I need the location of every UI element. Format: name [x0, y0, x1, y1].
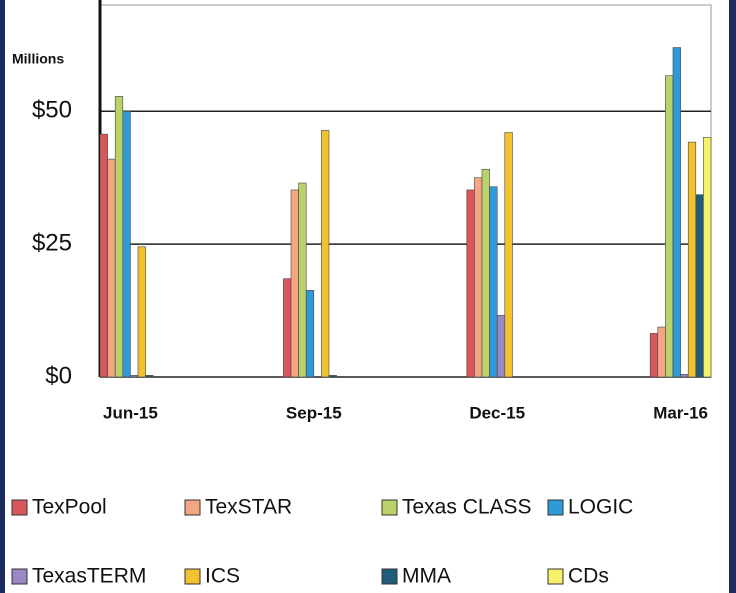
bar [496, 315, 506, 378]
bar [283, 278, 292, 378]
bar [504, 132, 513, 378]
legend-swatch [184, 568, 201, 585]
legend-swatch [184, 499, 201, 516]
legend-swatch [11, 499, 28, 516]
legend-swatch [381, 499, 398, 516]
bar [695, 194, 704, 378]
bar [305, 290, 315, 378]
frame-left [0, 0, 5, 593]
y-tick-label: $50 [32, 97, 72, 124]
bar [680, 374, 689, 378]
x-tick-label: Jun-15 [103, 403, 158, 422]
bar [107, 158, 116, 378]
legend-swatch [381, 568, 398, 585]
frame-right [729, 0, 736, 593]
bar [657, 326, 666, 378]
legend-label: TexasTERM [32, 565, 146, 588]
bar [137, 246, 146, 378]
legend-label: TexSTAR [205, 496, 292, 519]
bar [649, 333, 659, 378]
bar [99, 133, 108, 378]
x-tick-label: Sep-15 [286, 403, 342, 422]
legend-swatch [547, 499, 564, 516]
legend-swatch [547, 568, 564, 585]
legend-label: CDs [568, 565, 609, 588]
legend-label: Texas CLASS [402, 496, 532, 519]
bar [466, 189, 475, 378]
bar [481, 168, 490, 378]
legend-label: MMA [402, 565, 451, 588]
y-unit-label: Millions [12, 51, 64, 67]
bar [489, 186, 498, 378]
bar [130, 375, 139, 378]
bar [290, 189, 299, 378]
legend-label: LOGIC [568, 496, 633, 519]
legend-swatch [11, 568, 28, 585]
bar [321, 130, 330, 378]
bar [703, 137, 712, 378]
bar [687, 141, 697, 378]
bar [672, 47, 681, 378]
x-tick-label: Dec-15 [469, 403, 525, 422]
bar [145, 375, 154, 378]
y-tick-label: $25 [32, 229, 72, 256]
bar [114, 96, 124, 378]
y-tick-label: $0 [45, 362, 72, 389]
bar [298, 182, 307, 378]
bar [122, 110, 131, 378]
bar [474, 177, 483, 378]
bar [665, 75, 674, 378]
x-tick-label: Mar-16 [653, 403, 708, 422]
bar [328, 375, 337, 378]
legend-label: TexPool [32, 496, 107, 519]
legend-label: ICS [205, 565, 240, 588]
